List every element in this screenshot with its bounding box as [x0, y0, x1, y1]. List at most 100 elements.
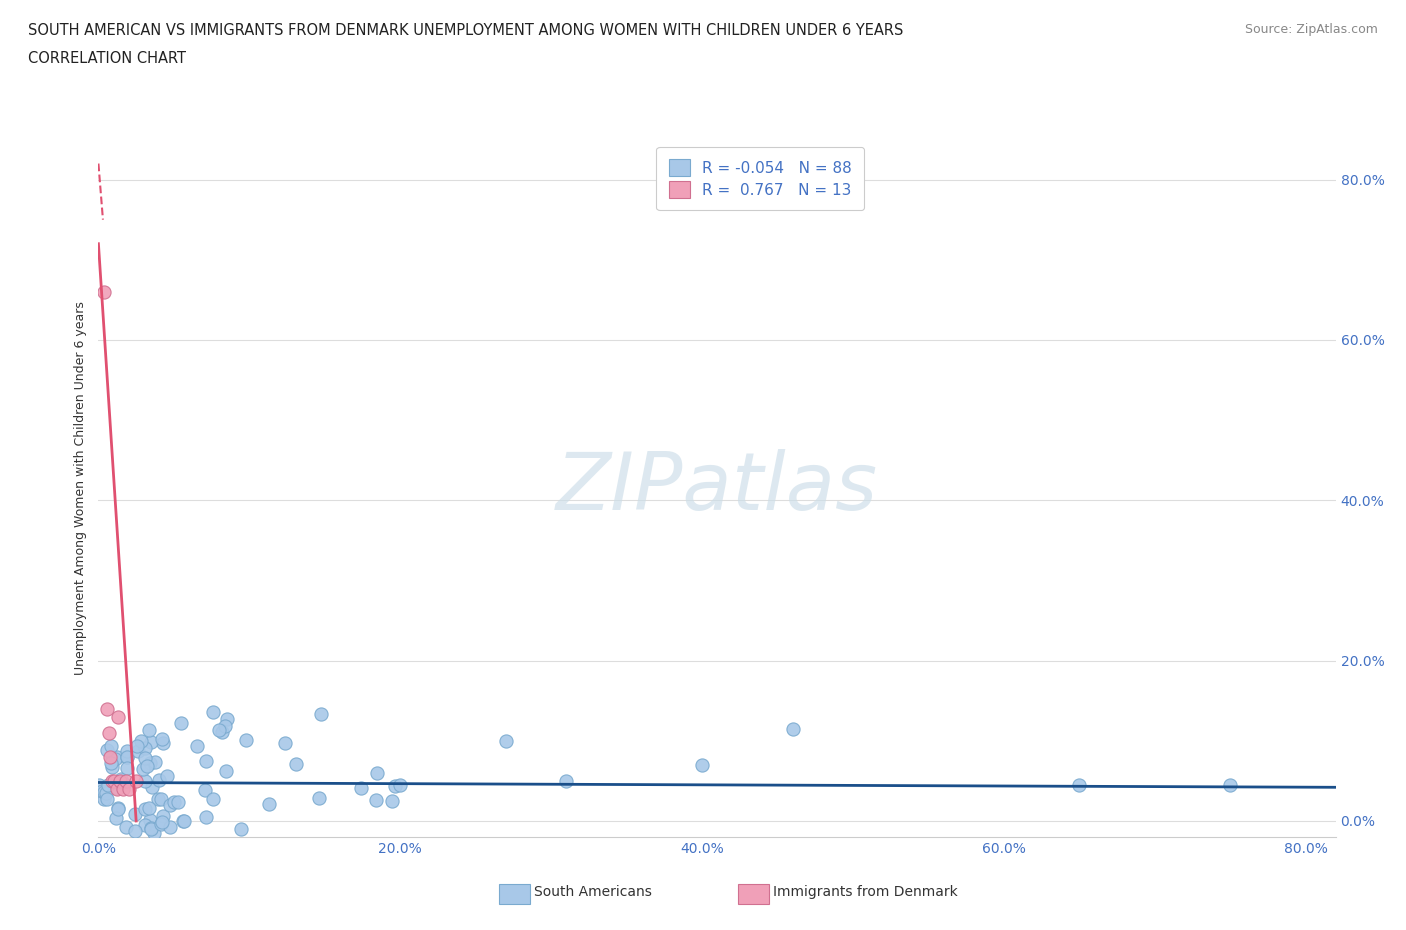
Point [100, 738, 122, 753]
Point [139, 756, 162, 771]
Point [389, 777, 412, 792]
Point [134, 773, 156, 788]
Text: CORRELATION CHART: CORRELATION CHART [28, 51, 186, 66]
Point [94, 786, 117, 801]
Point [202, 791, 225, 806]
Point [150, 792, 173, 807]
Point [172, 814, 194, 829]
Point [257, 797, 280, 812]
Point [211, 724, 233, 739]
Point [690, 757, 713, 772]
Point [139, 735, 162, 750]
Point [107, 710, 129, 724]
Point [1219, 777, 1241, 792]
Point [150, 815, 173, 830]
Point [124, 824, 146, 839]
Point [105, 810, 128, 825]
Point [143, 755, 166, 770]
Point [93, 792, 115, 807]
Point [782, 722, 804, 737]
Point [148, 773, 170, 788]
Point [114, 774, 136, 789]
Point [134, 802, 156, 817]
Point [87, 778, 110, 793]
Point [100, 756, 122, 771]
Point [124, 807, 146, 822]
Point [1069, 777, 1091, 792]
Point [495, 734, 517, 749]
Point [108, 774, 131, 789]
Point [148, 791, 170, 806]
Point [366, 792, 388, 807]
Point [100, 750, 122, 764]
Point [90, 784, 112, 799]
Point [103, 751, 125, 766]
Point [117, 781, 139, 796]
Legend: R = -0.054   N = 88, R =  0.767   N = 13: R = -0.054 N = 88, R = 0.767 N = 13 [657, 147, 865, 210]
Point [129, 734, 152, 749]
Point [194, 783, 217, 798]
Point [235, 733, 257, 748]
Point [115, 819, 138, 834]
Point [111, 781, 134, 796]
Point [159, 819, 181, 834]
Point [132, 762, 155, 777]
Point [152, 808, 174, 823]
Point [141, 779, 163, 794]
Point [215, 764, 238, 778]
Point [309, 707, 332, 722]
Point [159, 797, 181, 812]
Point [96, 701, 118, 716]
Point [107, 802, 129, 817]
Point [217, 711, 239, 726]
Point [93, 285, 115, 299]
Point [105, 781, 128, 796]
Point [150, 731, 173, 746]
Point [115, 750, 138, 764]
Point [555, 774, 578, 789]
Text: Immigrants from Denmark: Immigrants from Denmark [773, 884, 957, 899]
Point [108, 776, 131, 790]
Point [194, 810, 217, 825]
Point [117, 750, 139, 764]
Point [96, 742, 118, 757]
Point [101, 751, 124, 766]
Point [170, 715, 193, 730]
Point [139, 813, 162, 828]
Point [115, 743, 138, 758]
Point [134, 740, 156, 755]
Point [136, 758, 159, 773]
Point [139, 820, 162, 835]
Point [167, 794, 190, 809]
Text: ZIPatlas: ZIPatlas [555, 449, 879, 527]
Y-axis label: Unemployment Among Women with Children Under 6 years: Unemployment Among Women with Children U… [75, 301, 87, 675]
Point [366, 766, 388, 781]
Point [101, 774, 124, 789]
Point [381, 793, 404, 808]
Point [202, 704, 225, 719]
Point [155, 769, 177, 784]
Point [231, 821, 253, 836]
Point [101, 760, 124, 775]
Point [274, 736, 297, 751]
Point [207, 723, 229, 737]
Point [138, 801, 160, 816]
Text: Source: ZipAtlas.com: Source: ZipAtlas.com [1244, 23, 1378, 36]
Point [110, 772, 132, 787]
Point [173, 814, 195, 829]
Point [98, 725, 121, 740]
Point [125, 738, 148, 753]
Point [139, 821, 162, 836]
Point [163, 794, 186, 809]
Point [149, 817, 172, 831]
Point [112, 777, 135, 791]
Point [143, 825, 166, 840]
Point [127, 743, 149, 758]
Point [214, 719, 236, 734]
Point [186, 739, 208, 754]
Point [105, 780, 128, 795]
Point [96, 791, 118, 806]
Point [308, 790, 330, 805]
Point [125, 774, 148, 789]
Text: South Americans: South Americans [534, 884, 652, 899]
